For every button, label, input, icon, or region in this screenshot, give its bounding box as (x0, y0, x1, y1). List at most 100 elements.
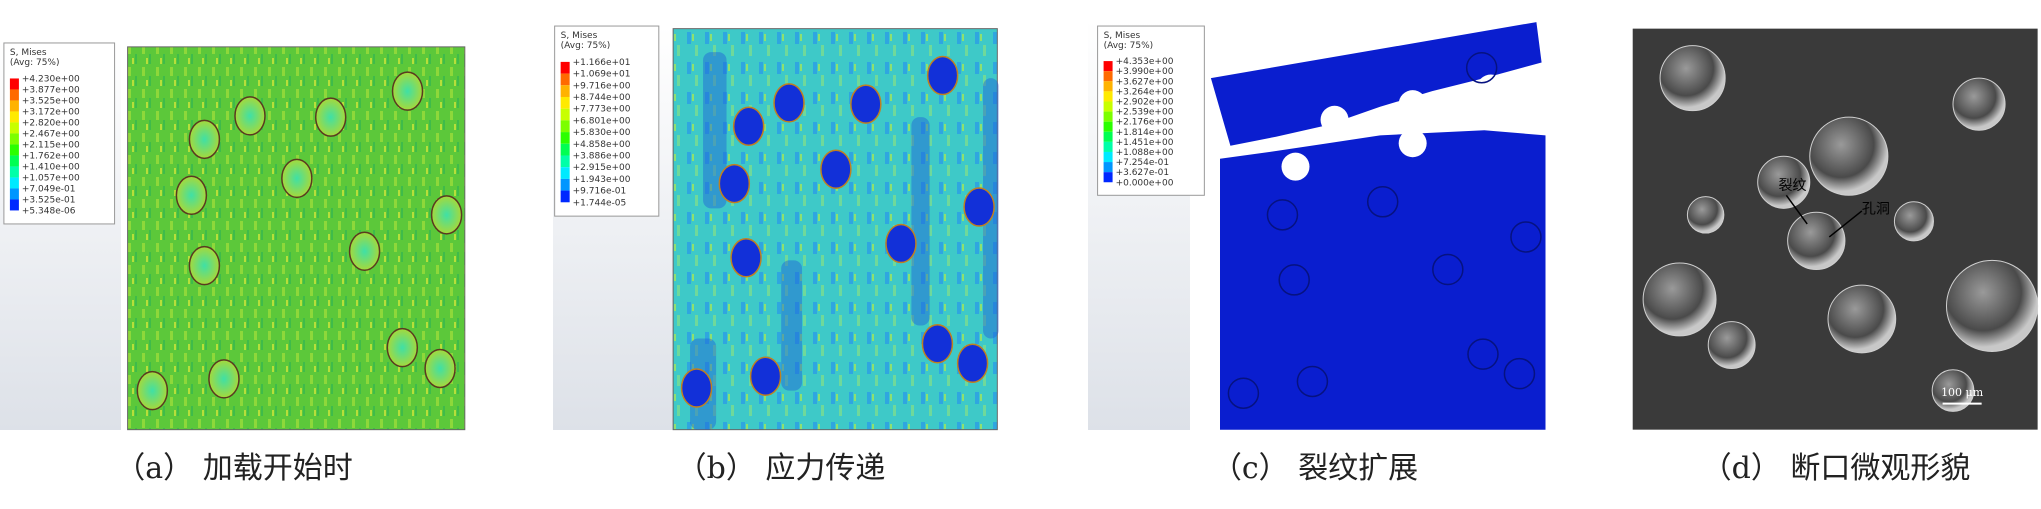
inclusion (921, 323, 954, 364)
pore (1659, 45, 1726, 112)
inclusion (732, 106, 765, 147)
inclusion (348, 231, 381, 272)
inclusion (926, 55, 959, 96)
legend-value: +4.858e+00 (573, 140, 631, 150)
inclusion (281, 158, 313, 199)
legend-value: +3.264e+00 (1116, 87, 1174, 97)
legend-swatch (9, 111, 19, 123)
legend-value: +1.166e+01 (573, 58, 631, 68)
legend-swatch (560, 155, 570, 168)
inclusion (1467, 338, 1499, 370)
legend-swatch (1103, 101, 1113, 112)
legend-value: +5.348e-06 (22, 206, 76, 216)
legend-swatch (1103, 111, 1113, 122)
legend-swatch (9, 100, 19, 112)
inclusion (188, 119, 221, 160)
legend-swatch (560, 190, 570, 203)
legend-swatch (9, 177, 19, 189)
legend-swatch (560, 167, 570, 179)
inclusion (1266, 199, 1299, 231)
legend-swatch (560, 96, 570, 109)
inclusion (718, 163, 751, 204)
upper-fragment (1210, 22, 1542, 146)
inclusion (773, 83, 805, 123)
inclusion (1432, 253, 1464, 286)
legend-value: +3.525e-01 (22, 195, 76, 205)
legend-swatch (560, 108, 570, 121)
inclusion (314, 97, 347, 137)
legend-swatch (1103, 121, 1113, 132)
pore (1827, 284, 1897, 354)
inclusion (430, 195, 463, 235)
legend-swatch (1103, 81, 1113, 92)
annotation: 裂纹 (1779, 178, 1807, 194)
legend-swatch (1103, 61, 1113, 72)
inclusion (850, 84, 882, 124)
legend-value: +2.915e+00 (573, 163, 631, 173)
legend-box (1097, 25, 1205, 196)
inclusion (208, 359, 240, 399)
legend-value: +3.172e+00 (22, 107, 80, 117)
legend-value: +2.176e+00 (1116, 118, 1174, 128)
legend-swatch (9, 188, 19, 200)
legend-swatch (9, 122, 19, 134)
inclusion (956, 343, 989, 384)
inclusion (820, 149, 852, 190)
legend-swatch (9, 199, 19, 211)
void (1398, 129, 1427, 158)
pore (1642, 262, 1717, 337)
inclusion (1510, 221, 1542, 253)
inclusion (136, 370, 169, 411)
legend-value: +3.877e+00 (22, 85, 80, 95)
pointer (1828, 210, 1863, 238)
inclusion (175, 175, 208, 216)
legend-swatch (560, 143, 570, 156)
stress-streak (781, 260, 803, 391)
void (1476, 74, 1505, 103)
legend-box (3, 42, 116, 225)
legend-value: +2.115e+00 (22, 140, 80, 150)
inclusion (885, 223, 917, 264)
stress-streak (703, 52, 727, 209)
pore (1787, 211, 1846, 271)
pore (1707, 321, 1756, 369)
legend-title: S, Mises (10, 48, 47, 58)
legend-swatch (9, 155, 19, 167)
annotation: 孔洞 (1862, 202, 1890, 218)
legend-swatch (1103, 131, 1113, 142)
legend-subtitle: (Avg: 75%) (561, 41, 611, 51)
inclusion (1227, 377, 1260, 409)
legend-value: +4.353e+00 (1116, 57, 1174, 67)
legend-value: +3.627e-01 (1116, 168, 1170, 178)
inclusion (963, 187, 995, 227)
panel-caption: （d） 断口微观形貌 (1702, 451, 1971, 486)
pore (1952, 77, 2006, 131)
legend-value: +3.627e+00 (1116, 77, 1174, 87)
inclusion (234, 96, 266, 136)
legend-value: +1.069e+01 (573, 70, 631, 80)
legend-value: +2.820e+00 (22, 118, 80, 128)
legend-value: +1.814e+00 (1116, 128, 1174, 138)
legend-title: S, Mises (561, 31, 598, 41)
legend-value: +1.943e+00 (573, 175, 631, 185)
void (1281, 152, 1310, 181)
pore (1931, 369, 1975, 412)
legend-value: +2.467e+00 (22, 129, 80, 139)
legend-swatch (9, 133, 19, 145)
legend-swatch (1103, 71, 1113, 82)
legend-value: +4.230e+00 (22, 74, 80, 84)
legend-value: +3.525e+00 (22, 96, 80, 106)
legend-swatch (9, 89, 19, 101)
panel-caption: （c） 裂纹扩展 (1212, 451, 1418, 486)
inclusion (391, 71, 424, 111)
legend-subtitle: (Avg: 75%) (1104, 41, 1154, 51)
legend-value: +1.762e+00 (22, 151, 80, 161)
legend-value: +1.088e+00 (1116, 148, 1174, 158)
panel-caption: （a） 加载开始时 (115, 451, 352, 486)
pore (1686, 196, 1725, 234)
legend-swatch (560, 178, 570, 191)
scale-bar-label: 100 μm (1941, 386, 1984, 399)
legend-value: +6.801e+00 (573, 116, 631, 126)
